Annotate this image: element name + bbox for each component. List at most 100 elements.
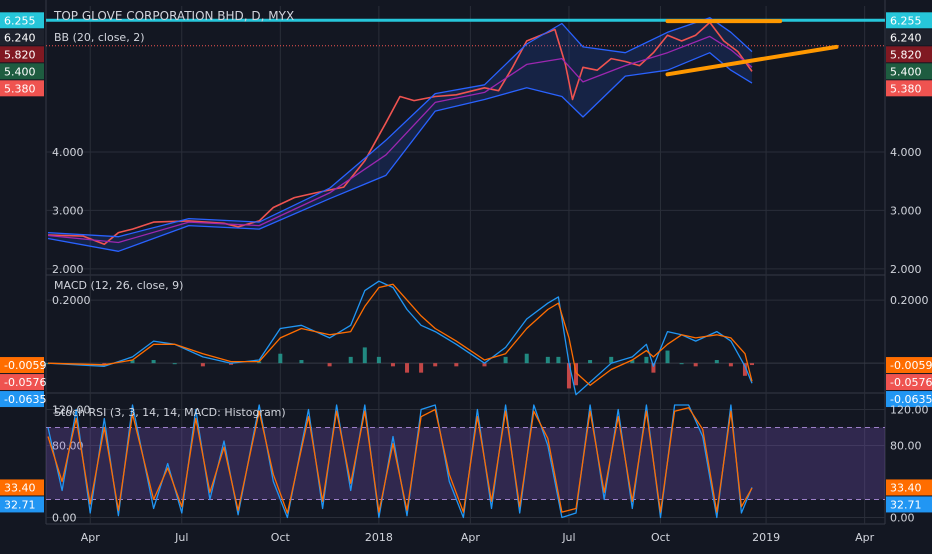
- value-label-bg-left-0: [0, 357, 44, 374]
- value-label-bg-left-3: [0, 63, 44, 80]
- value-label-bg-left-0: [0, 12, 44, 29]
- y-tick-right-0: 0.2000: [890, 294, 929, 307]
- x-tick-0: Apr: [81, 531, 101, 544]
- macd-histogram-bar-7: [257, 361, 262, 364]
- value-label-left-1: 32.71: [4, 498, 36, 511]
- macd-histogram-bar-12: [362, 347, 367, 364]
- macd-histogram-bar-6: [229, 363, 234, 365]
- value-label-right-0: -0.0059: [890, 359, 932, 372]
- value-label-bg-right-1: [886, 29, 932, 46]
- y-tick-left-0: 0.2000: [52, 294, 91, 307]
- value-label-right-4: 5.380: [890, 82, 922, 95]
- macd-histogram-bar-20: [503, 356, 508, 364]
- value-label-left-2: 5.820: [4, 48, 36, 61]
- value-label-right-0: 33.40: [890, 481, 922, 494]
- macd-histogram-bar-13: [376, 356, 381, 364]
- x-tick-6: Oct: [651, 531, 671, 544]
- value-label-bg-left-2: [0, 46, 44, 63]
- price-panel: 2.000 2.000 3.000 3.000 4.000 4.000 6.255 6.255…: [0, 12, 932, 276]
- x-tick-2: Oct: [271, 531, 291, 544]
- macd-histogram-bar-2: [130, 360, 135, 364]
- chart-title: TOP GLOVE CORPORATION BHD, D, MYX: [53, 9, 294, 23]
- macd-histogram-bar-27: [609, 356, 614, 364]
- bollinger-band-fill: [48, 17, 752, 252]
- x-tick-4: Apr: [461, 531, 481, 544]
- value-label-bg-right-0: [886, 12, 932, 29]
- y-tick-right-2: 4.000: [890, 146, 922, 159]
- value-label-bg-right-2: [886, 391, 932, 408]
- macd-histogram-bar-8: [278, 353, 283, 364]
- y-tick-right-1: 3.000: [890, 204, 922, 217]
- macd-histogram-bar-24: [566, 363, 571, 389]
- y-tick-right-1: 80.00: [890, 440, 922, 453]
- macd-histogram-bar-21: [524, 353, 529, 364]
- value-label-right-1: 32.71: [890, 498, 922, 511]
- value-label-bg-right-0: [886, 479, 932, 496]
- x-tick-7: 2019: [752, 531, 780, 544]
- value-label-right-3: 5.400: [890, 65, 922, 78]
- series-line-0-2: [47, 52, 753, 252]
- value-label-bg-right-1: [886, 496, 932, 513]
- value-label-left-0: 33.40: [4, 481, 36, 494]
- series-line-1-1: [47, 283, 753, 386]
- value-label-bg-left-2: [0, 391, 44, 408]
- value-label-bg-right-2: [886, 46, 932, 63]
- series-line-0-1: [47, 17, 753, 238]
- value-label-bg-right-3: [886, 63, 932, 80]
- macd-histogram-bar-37: [750, 363, 754, 366]
- series-line-0-3: [47, 35, 753, 244]
- value-label-bg-right-4: [886, 80, 932, 97]
- macd-histogram-bar-28: [630, 360, 635, 364]
- y-tick-left-1: 3.000: [52, 204, 84, 217]
- macd-histogram-bar-34: [714, 360, 719, 364]
- x-tick-5: Jul: [561, 531, 575, 544]
- macd-histogram-bar-9: [299, 360, 304, 364]
- value-label-bg-left-1: [0, 374, 44, 391]
- macd-histogram-bar-17: [433, 363, 438, 367]
- macd-histogram-bar-4: [172, 363, 177, 365]
- value-label-bg-left-0: [0, 479, 44, 496]
- value-label-left-1: -0.0576: [4, 376, 46, 389]
- macd-histogram-bar-15: [405, 363, 410, 373]
- macd-histogram-bar-23: [556, 356, 561, 364]
- stoch-band-fill: [46, 427, 885, 500]
- y-tick-right-0: 2.000: [890, 263, 922, 276]
- x-tick-3: 2018: [365, 531, 393, 544]
- time-axis: Apr Jul Oct 2018 Apr Jul Oct 2019 Apr: [81, 531, 875, 544]
- macd-histogram-bar-36: [742, 363, 747, 376]
- value-label-right-1: 6.240: [890, 31, 922, 44]
- y-tick-left-2: 4.000: [52, 146, 84, 159]
- value-label-bg-left-1: [0, 496, 44, 513]
- value-label-left-3: 5.400: [4, 65, 36, 78]
- macd-label: MACD (12, 26, close, 9): [54, 279, 183, 292]
- macd-histogram-bar-18: [454, 363, 459, 367]
- y-tick-right-0: 120.00: [890, 404, 929, 417]
- value-label-left-2: -0.0635: [4, 393, 46, 406]
- macd-histogram-bar-31: [665, 350, 670, 364]
- macd-histogram-bar-26: [588, 360, 593, 364]
- series-line-2-1: [47, 407, 753, 514]
- x-tick-1: Jul: [174, 531, 188, 544]
- value-label-bg-right-0: [886, 357, 932, 374]
- macd-histogram-bar-3: [151, 360, 156, 364]
- value-label-left-1: 6.240: [4, 31, 36, 44]
- y-tick-right-2: 0.00: [890, 512, 915, 525]
- value-label-right-1: -0.0576: [890, 376, 932, 389]
- macd-histogram-bar-10: [327, 363, 332, 367]
- y-tick-left-1: 80.00: [52, 440, 84, 453]
- value-label-left-4: 5.380: [4, 82, 36, 95]
- series-line-1-0: [47, 280, 753, 396]
- y-tick-left-2: 0.00: [52, 512, 77, 525]
- macd-histogram-bar-22: [545, 356, 550, 364]
- y-tick-left-0: 120.00: [52, 404, 91, 417]
- value-label-right-2: 5.820: [890, 48, 922, 61]
- value-label-bg-left-1: [0, 29, 44, 46]
- x-tick-8: Apr: [855, 531, 875, 544]
- macd-histogram-bar-19: [482, 363, 487, 367]
- series-line-0-0: [47, 21, 753, 246]
- macd-histogram-bar-30: [651, 363, 656, 373]
- macd-histogram-bar-35: [728, 363, 733, 367]
- value-label-right-0: 6.255: [890, 14, 922, 27]
